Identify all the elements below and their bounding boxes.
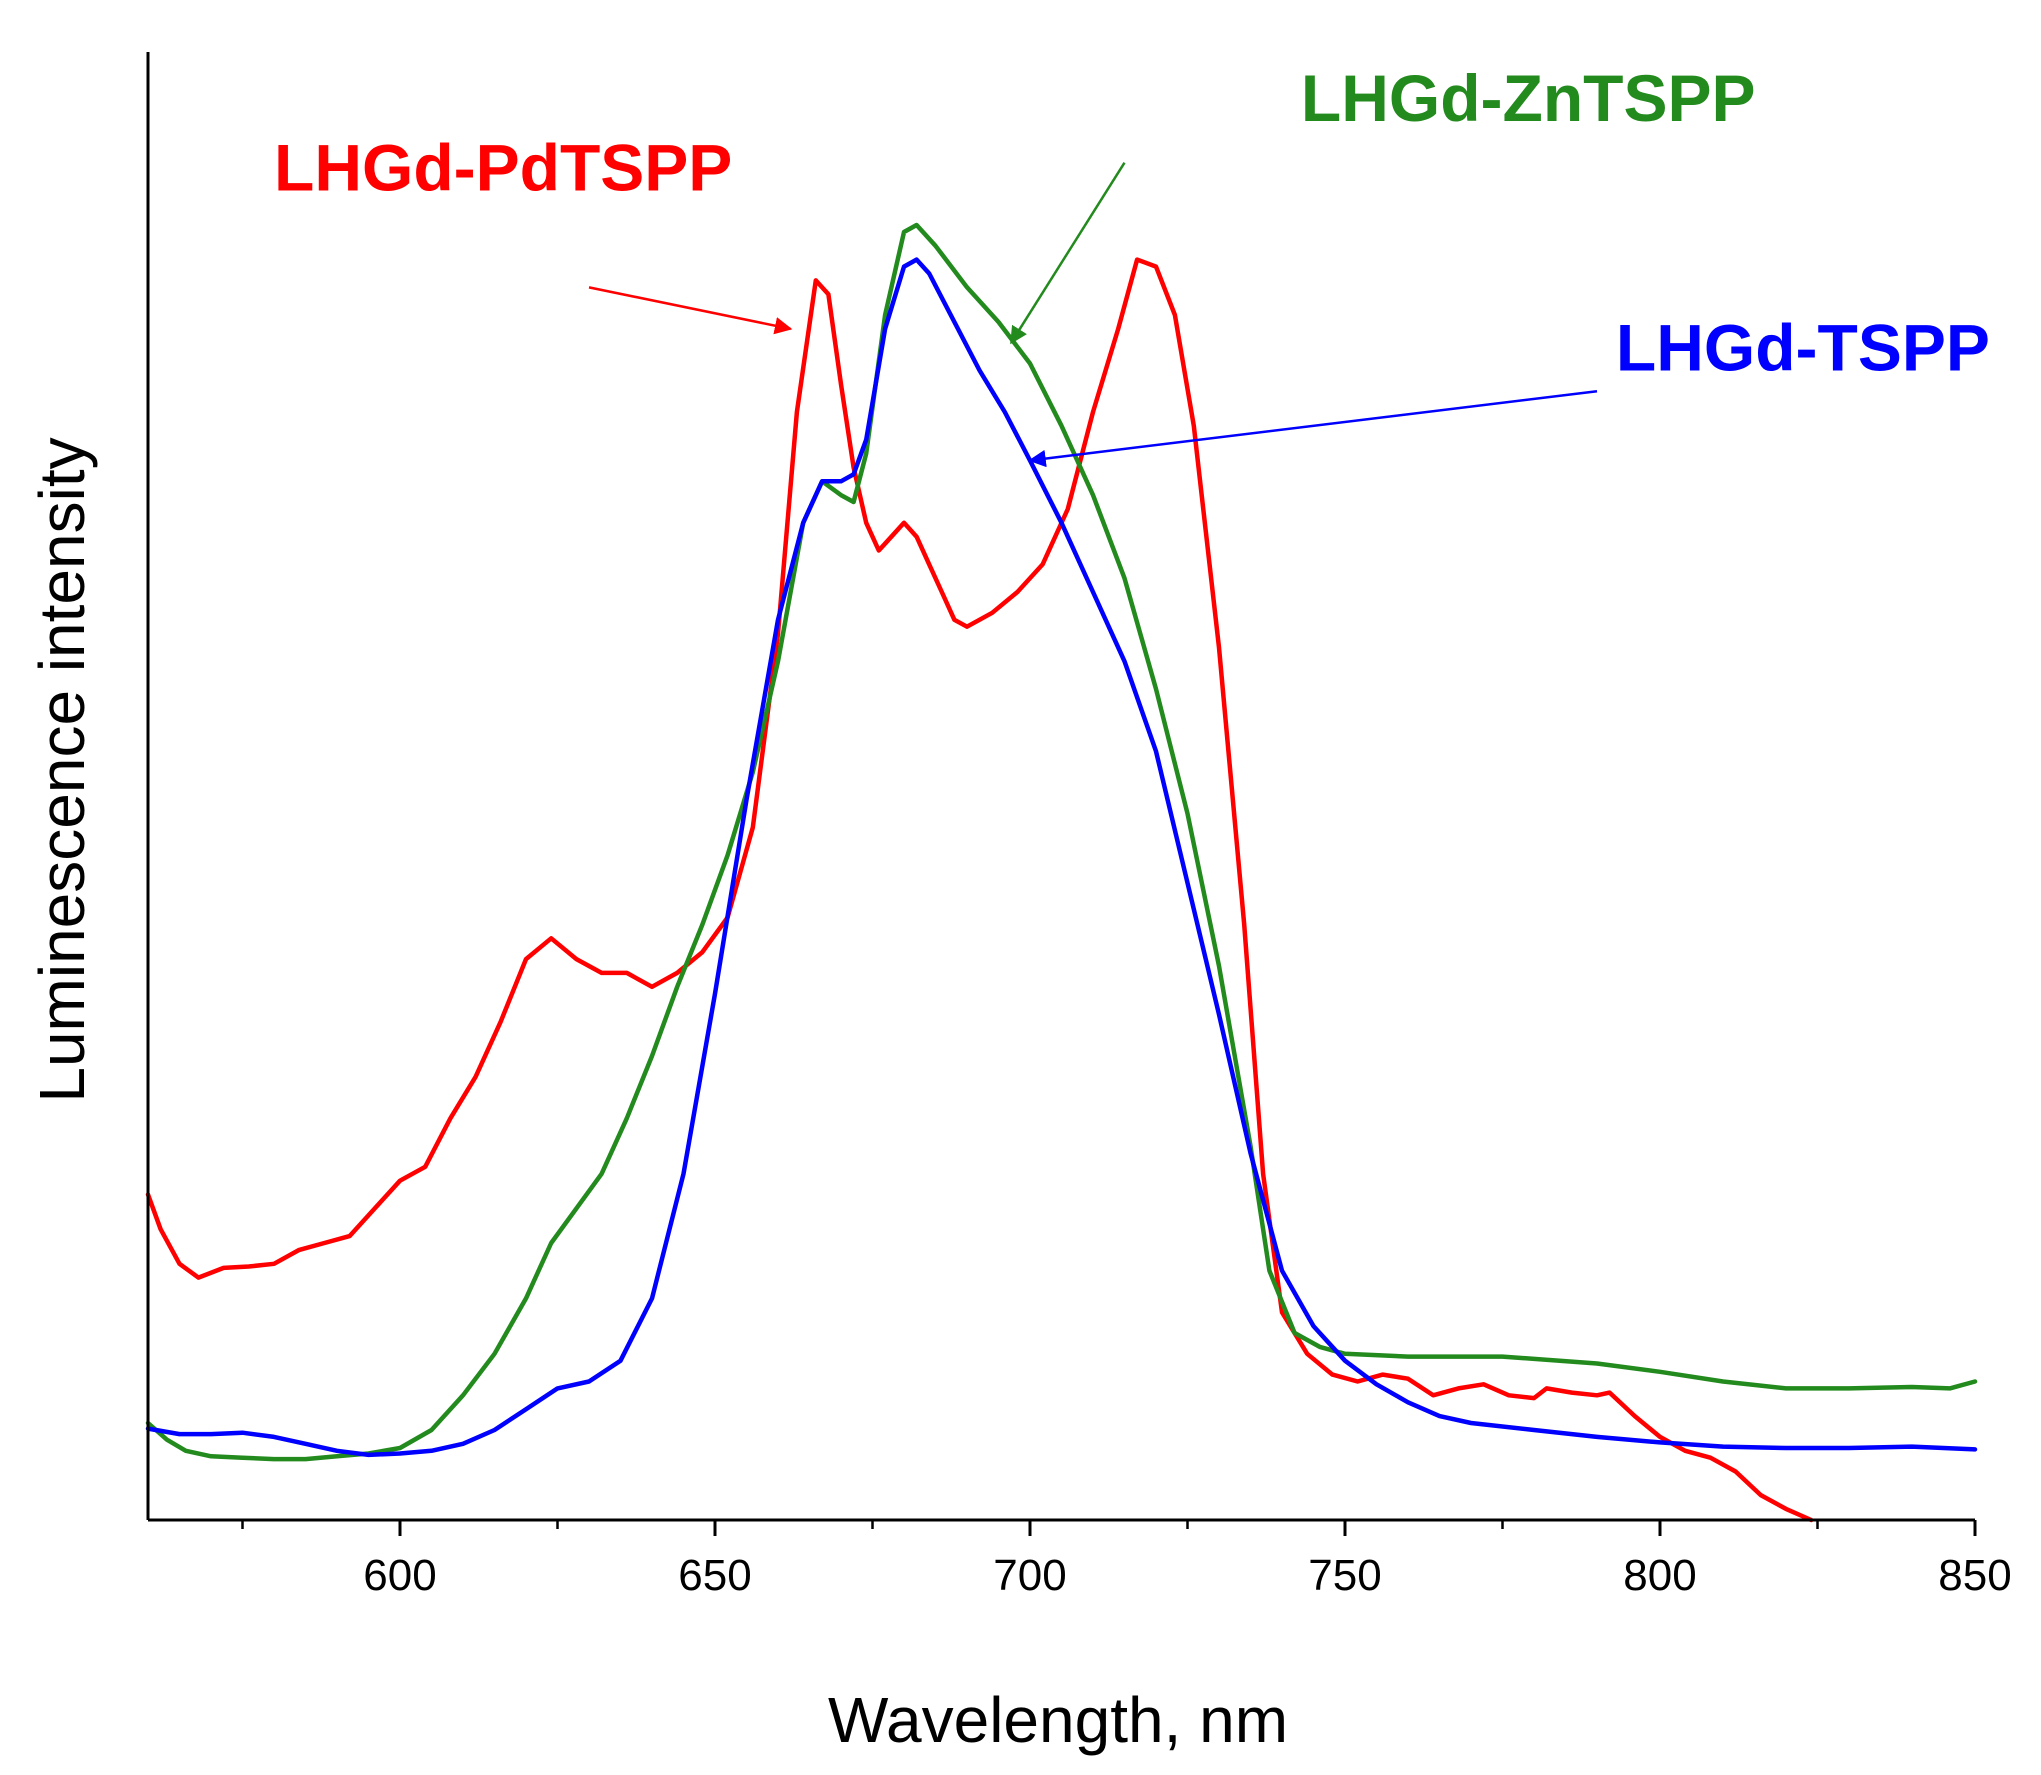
- x-tick-label: 800: [1623, 1551, 1696, 1600]
- series-line-lhgd-tspp: [145, 257, 1978, 1458]
- x-tick-label: 850: [1938, 1551, 2011, 1600]
- series-arrow-lhgd-tspp: [1028, 389, 1598, 468]
- x-tick-label: 600: [363, 1551, 436, 1600]
- series-line-lhgd-pdtspp: [145, 257, 1814, 1523]
- x-tick-label: 700: [993, 1551, 1066, 1600]
- axes: [146, 52, 1975, 1522]
- series-labels: LHGd-PdTSPP LHGd-ZnTSPP LHGd-TSPP: [274, 61, 1990, 468]
- series-curves: [145, 222, 1978, 1523]
- x-tick-label: 750: [1308, 1551, 1381, 1600]
- series-label-lhgd-zntspp: LHGd-ZnTSPP: [1301, 61, 1756, 135]
- series-arrow-lhgd-zntspp: [1010, 162, 1126, 345]
- series-label-lhgd-pdtspp: LHGd-PdTSPP: [274, 130, 732, 204]
- x-axis-ticks: 600 650 700 750 800 850: [241, 1520, 2012, 1600]
- series-label-lhgd-tspp: LHGd-TSPP: [1616, 310, 1990, 384]
- series-arrow-lhgd-pdtspp: [588, 286, 793, 335]
- y-axis-title: Luminescence intensity: [26, 437, 98, 1102]
- series-line-lhgd-zntspp: [145, 222, 1978, 1462]
- x-tick-label: 650: [678, 1551, 751, 1600]
- x-axis-title: Wavelength, nm: [828, 1684, 1288, 1756]
